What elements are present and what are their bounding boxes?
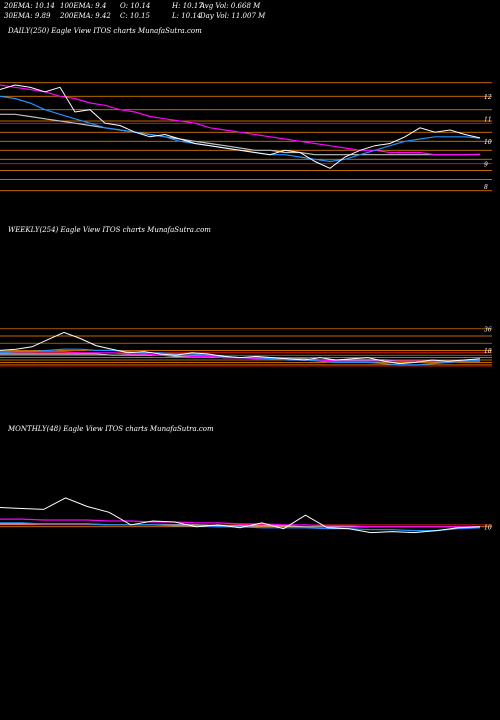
y-tick-label: 12	[484, 94, 492, 101]
stat-day-vol: Day Vol: 11.007 M	[200, 12, 266, 20]
stat-open: O: 10.14	[120, 2, 151, 10]
stat-close: C: 10.15	[120, 12, 150, 20]
series-price	[0, 84, 481, 169]
daily-chart-label: DAILY(250) Eagle View ITOS charts Munafa…	[8, 27, 202, 35]
series-price	[0, 331, 481, 365]
series-ema_mid	[0, 84, 480, 156]
monthly-chart: 10	[0, 497, 492, 534]
series-ema_short	[0, 522, 481, 532]
monthly-chart-label: MONTHLY(48) Eagle View ITOS charts Munaf…	[8, 425, 214, 433]
series-ema_short	[0, 95, 481, 163]
stat-100ema: 100EMA: 9.4	[60, 2, 107, 10]
weekly-chart-label: WEEKLY(254) Eagle View ITOS charts Munaf…	[8, 226, 211, 234]
y-tick-label: 36	[484, 326, 492, 333]
y-tick-label: 10	[484, 139, 492, 146]
stat-20ema: 20EMA: 10.14	[4, 2, 55, 10]
stat-avg-vol: Avg Vol: 0.668 M	[200, 2, 261, 10]
series-ema_long	[0, 113, 481, 156]
stat-30ema: 30EMA: 9.89	[4, 12, 51, 20]
y-tick-label: 8	[484, 184, 488, 191]
y-tick-label: 11	[484, 116, 492, 123]
y-tick-label: 10	[484, 524, 492, 531]
series-ema_mid	[0, 518, 480, 528]
series-price	[0, 497, 481, 534]
weekly-chart: 36 18	[0, 326, 492, 367]
stat-high: H: 10.17	[172, 2, 203, 10]
stat-200ema: 200EMA: 9.42	[60, 12, 111, 20]
y-tick-label: 18	[484, 348, 492, 355]
daily-chart: 12 11 10 9 8	[0, 82, 492, 192]
stat-low: L: 10.14	[172, 12, 202, 20]
y-tick-label: 9	[484, 161, 488, 168]
